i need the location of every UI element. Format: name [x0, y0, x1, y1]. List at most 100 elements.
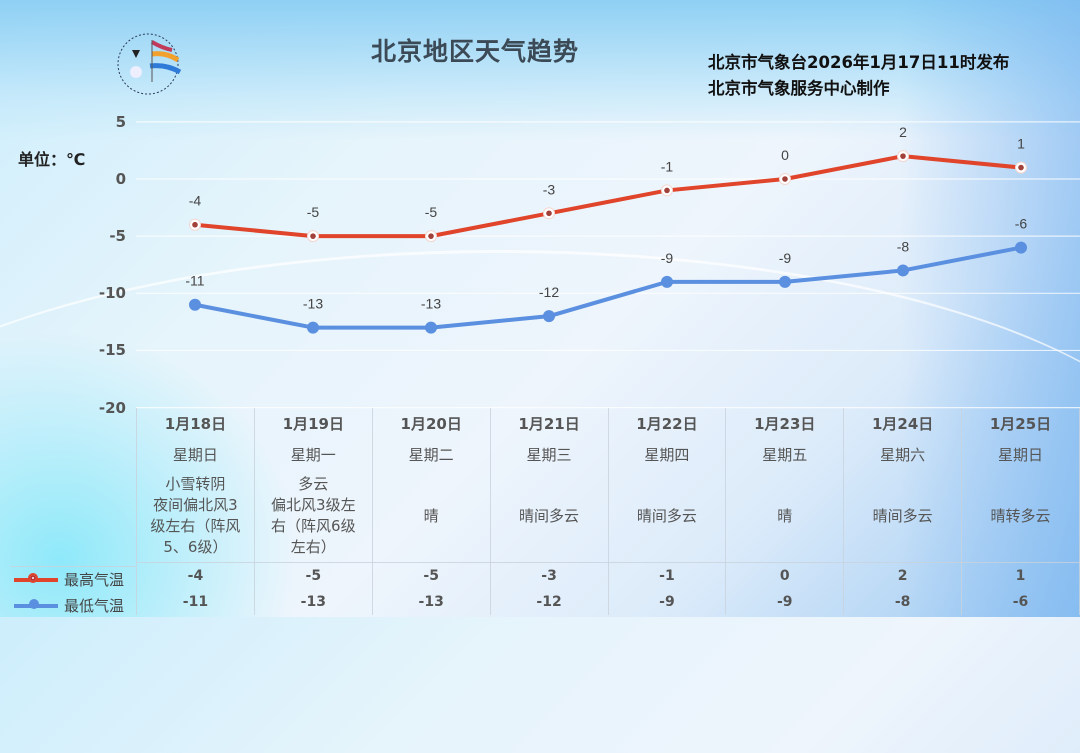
y-tick: -15	[98, 341, 126, 359]
weekday-row: 星期日 星期一 星期二 星期三 星期四 星期五 星期六 星期日	[136, 438, 1080, 470]
chart-title: 北京地区天气趋势	[370, 37, 579, 66]
data-label: 2	[899, 124, 907, 140]
legend-box	[10, 566, 136, 618]
day-high-temp: 1	[961, 562, 1080, 589]
data-label: -9	[661, 250, 674, 266]
legend-low-label: 最低气温	[64, 597, 125, 615]
y-tick: 0	[115, 170, 126, 188]
desc-line: 晴间多云	[872, 506, 933, 525]
day-low-temp: -8	[843, 589, 963, 615]
unit-label: 单位：℃	[18, 150, 86, 169]
day-weather-desc: 晴转多云	[961, 470, 1080, 563]
legend-low: 最低气温	[14, 595, 124, 616]
desc-line: 多云	[298, 475, 329, 493]
day-weather-desc: 晴	[725, 470, 845, 563]
data-label: -1	[661, 158, 674, 174]
day-weekday: 星期三	[489, 438, 609, 470]
high-temp-marker-dot	[1018, 164, 1024, 171]
day-date: 1月19日	[253, 408, 373, 438]
data-label: -11	[185, 273, 204, 289]
day-date: 1月21日	[489, 408, 609, 438]
day-weather-desc: 晴间多云	[607, 470, 727, 563]
day-weather-desc: 小雪转阴 夜间偏北风3 级左右（阵风 5、6级）	[136, 470, 255, 563]
weather-description-row: 小雪转阴 夜间偏北风3 级左右（阵风 5、6级） 多云 偏北风3级左 右（阵风6级 左右） 晴 晴…	[136, 470, 1080, 563]
data-label: -13	[303, 296, 323, 312]
day-high-temp: -1	[607, 562, 727, 589]
day-weekday: 星期日	[136, 438, 255, 470]
day-high-temp: -4	[136, 562, 255, 589]
high-temp-marker-dot	[900, 153, 906, 159]
temperature-line-chart: -4 -5 -5 -3 -1 0 2 1 -11 -13 -13 -12 -9 -9 -8 -6	[185, 124, 1028, 334]
low-temp-marker	[661, 275, 673, 288]
legend-low-line-icon	[14, 598, 58, 609]
high-temp-marker-dot	[546, 210, 552, 217]
data-label: 1	[1017, 136, 1025, 152]
y-tick: 5	[115, 113, 126, 131]
desc-line: 晴间多云	[636, 506, 697, 525]
day-low-temp: -13	[371, 589, 491, 615]
day-date: 1月24日	[843, 408, 963, 438]
day-low-temp: -6	[961, 589, 1080, 615]
desc-line: 左右）	[290, 538, 336, 556]
day-weather-desc: 多云偏北风3级左 右（阵风6级 左右）	[253, 470, 373, 563]
desc-line: 晴间多云	[519, 506, 580, 525]
data-label: -4	[189, 193, 202, 209]
day-high-temp: -5	[371, 562, 491, 589]
issuer-line-2: 北京市气象服务中心制作	[708, 79, 890, 98]
legend-high: 最高气温	[14, 569, 124, 590]
high-temp-marker-dot	[428, 233, 434, 239]
low-temp-marker	[1015, 241, 1027, 254]
low-temp-row: -11 -13 -13 -12 -9 -9 -8 -6	[136, 589, 1080, 615]
high-temp-marker-dot	[664, 187, 670, 194]
low-temp-marker	[779, 275, 791, 288]
high-temp-line	[194, 154, 1022, 239]
y-tick: -20	[98, 399, 126, 417]
desc-line: 右（阵风6级	[271, 517, 356, 535]
day-high-temp: 0	[725, 562, 845, 589]
day-date: 1月25日	[961, 408, 1080, 438]
low-temp-marker	[425, 321, 437, 334]
day-weekday: 星期六	[843, 438, 963, 470]
desc-line: 偏北风3级左	[271, 496, 356, 514]
high-temp-marker-dot	[192, 221, 198, 228]
day-date: 1月23日	[725, 408, 845, 438]
day-weather-desc: 晴间多云	[489, 470, 609, 563]
forecast-table: 1月18日 1月19日 1月20日 1月21日 1月22日 1月23日 1月24日 1月25日…	[136, 408, 1080, 615]
desc-line: 晴	[777, 506, 793, 525]
high-temp-marker-dot	[310, 233, 316, 239]
day-date: 1月22日	[607, 408, 727, 438]
low-temp-marker	[307, 321, 319, 334]
issuer-info: 北京市气象台2026年1月17日11时发布 北京市气象服务中心制作	[708, 50, 1009, 102]
legend-high-line-icon	[14, 572, 58, 583]
day-weekday: 星期一	[253, 438, 373, 470]
desc-line: 级左右（阵风	[150, 517, 241, 535]
day-high-temp: -3	[489, 562, 609, 589]
y-tick: -5	[109, 227, 126, 245]
day-weekday: 星期五	[725, 438, 845, 470]
data-label: -3	[543, 181, 556, 197]
day-weekday: 星期四	[607, 438, 727, 470]
data-label: -13	[421, 296, 441, 312]
day-date: 1月18日	[136, 408, 255, 438]
data-label: -9	[779, 250, 792, 266]
high-temp-marker-dot	[782, 176, 788, 182]
background-swoosh	[0, 250, 1080, 753]
day-weekday: 星期日	[961, 438, 1080, 470]
desc-line: 小雪转阴	[165, 475, 226, 493]
legend-low-marker-icon	[29, 598, 39, 609]
data-label: -5	[307, 204, 320, 220]
day-date: 1月20日	[371, 408, 491, 438]
day-low-temp: -9	[607, 589, 727, 615]
desc-line: 晴	[423, 506, 439, 525]
date-row: 1月18日 1月19日 1月20日 1月21日 1月22日 1月23日 1月24日 1月25日	[136, 408, 1080, 438]
meteorological-service-logo-icon	[117, 33, 182, 95]
desc-line: 夜间偏北风3	[153, 496, 238, 514]
desc-line: 晴转多云	[990, 506, 1051, 525]
low-temp-marker	[543, 310, 555, 323]
issuer-line-1: 北京市气象台2026年1月17日11时发布	[708, 53, 1010, 72]
data-label: -8	[897, 238, 910, 254]
low-temp-line	[194, 245, 1022, 330]
day-low-temp: -12	[489, 589, 609, 615]
data-label: -6	[1015, 216, 1028, 232]
y-tick: -10	[98, 284, 126, 302]
